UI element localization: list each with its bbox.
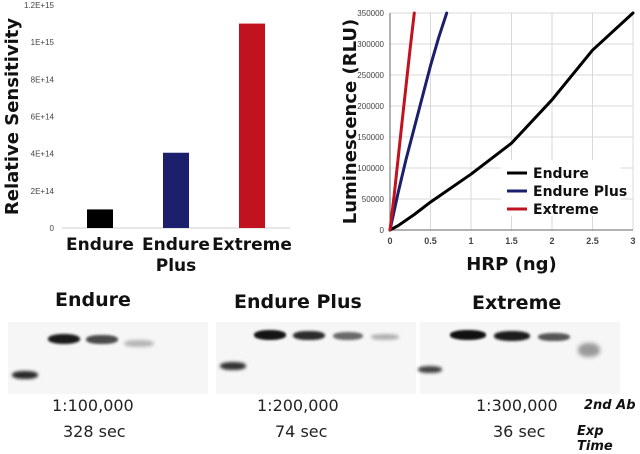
y-tick-label: 2E+14 [31, 187, 55, 196]
x-tick-label: 2.5 [586, 236, 599, 246]
blot-exposure: 74 sec [275, 422, 328, 441]
y-tick-label: 250000 [357, 71, 384, 80]
protein-band [538, 333, 570, 341]
protein-band [494, 331, 530, 341]
y-tick-label: 350000 [357, 9, 384, 18]
protein-band [371, 334, 399, 340]
y-axis-label: Relative Sensitivity [2, 18, 23, 216]
legend-label: Endure Plus [533, 184, 627, 200]
protein-band [293, 331, 325, 340]
row-label-antibody: 2nd Ab [584, 398, 636, 413]
legend-background [501, 160, 621, 216]
marker-band [418, 366, 442, 373]
blot-exposure: 328 sec [63, 422, 126, 441]
blot-dilution: 1:300,000 [476, 396, 558, 415]
protein-band [333, 332, 363, 340]
y-tick-label: 1.2E+15 [24, 1, 55, 10]
series-line [388, 11, 449, 232]
x-tick-label: 1.5 [505, 236, 518, 246]
blot-membrane [8, 322, 208, 394]
y-tick-label: 1E+15 [31, 38, 55, 47]
legend-label: Endure [533, 166, 589, 182]
series-line [388, 11, 416, 232]
y-tick-label: 8E+14 [31, 75, 55, 84]
x-tick-label: 0.5 [424, 236, 437, 246]
y-tick-label: 150000 [357, 133, 384, 142]
series-line [388, 11, 635, 232]
y-tick-label: 300000 [357, 40, 384, 49]
y-axis-label: Luminescence (RLU) [340, 19, 361, 225]
row-label-exposure: Exp Time [577, 424, 613, 454]
x-tick-label: 2 [549, 236, 554, 246]
marker-band [220, 362, 246, 370]
protein-band [254, 330, 286, 340]
x-tick-label: Endure [66, 235, 134, 255]
blot-exposure: 36 sec [493, 422, 546, 441]
x-tick-label: Endure Plus [142, 235, 210, 276]
blot-dilution: 1:100,000 [52, 396, 134, 415]
protein-band [86, 335, 118, 344]
legend-label: Extreme [533, 202, 599, 218]
blot-dilution: 1:200,000 [257, 396, 339, 415]
protein-band [578, 343, 600, 357]
bar [163, 152, 189, 228]
blot-title: Endure Plus [234, 291, 362, 313]
relative-sensitivity-bar-chart: 0 2E+14 4E+14 6E+14 8E+14 1E+15 1.2E+15 Endure E… [2, 1, 292, 276]
y-tick-label: 0 [50, 224, 55, 233]
x-tick-label: Extreme [212, 235, 292, 255]
y-tick-label: 100000 [357, 164, 384, 173]
y-tick-label: 200000 [357, 102, 384, 111]
y-tick-label: 6E+14 [31, 113, 55, 122]
blot-title: Extreme [472, 292, 562, 314]
y-tick-label: 4E+14 [31, 150, 55, 159]
x-tick-label: 3 [630, 236, 635, 246]
bar [87, 209, 113, 228]
protein-band [124, 340, 154, 347]
x-tick-label: 1 [468, 236, 473, 246]
protein-band [450, 330, 486, 340]
y-tick-label: 50000 [362, 195, 385, 204]
marker-band [12, 371, 38, 379]
protein-band [48, 334, 80, 344]
x-tick-label: 0 [387, 236, 392, 246]
y-tick-label: 0 [380, 226, 385, 235]
bar [239, 23, 265, 229]
x-axis-label: HRP (ng) [466, 254, 557, 275]
blot-title: Endure [55, 289, 131, 311]
